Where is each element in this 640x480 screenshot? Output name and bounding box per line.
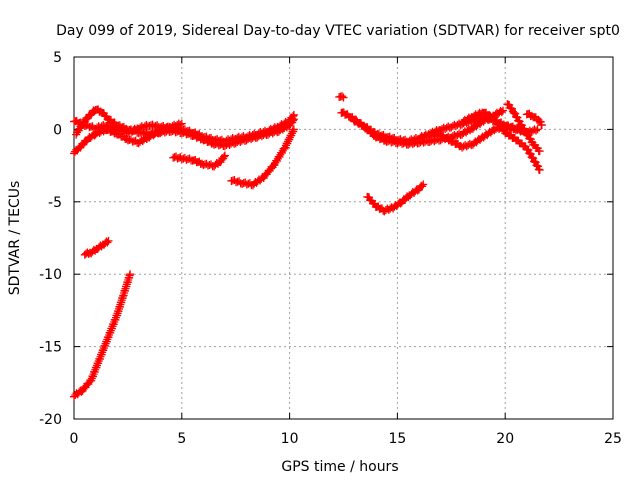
y-tick-label: -5 (48, 195, 62, 211)
plot-frame (73, 56, 614, 420)
data-point (338, 92, 347, 101)
data-point (104, 236, 113, 245)
y-tick-label: 5 (53, 50, 62, 66)
series-arc-6 (80, 236, 113, 259)
y-axis-label: SDTVAR / TECUs (7, 181, 23, 296)
data-point (497, 108, 506, 117)
chart-title: Day 099 of 2019, Sidereal Day-to-day VTE… (56, 23, 620, 39)
data-point (289, 116, 298, 125)
series-arc-7 (70, 270, 135, 401)
data-point (419, 180, 428, 189)
data-point (537, 121, 546, 130)
series-arc-11 (363, 180, 428, 216)
data-point (532, 126, 540, 135)
x-axis-label: GPS time / hours (281, 459, 398, 475)
data-point (177, 119, 186, 128)
y-tick-label: -20 (39, 412, 62, 428)
series-arc-14 (503, 100, 544, 156)
x-tick-label: 25 (604, 431, 622, 447)
data-point (176, 120, 185, 129)
y-tick-label: 0 (53, 122, 62, 138)
series-arc-5 (227, 125, 298, 190)
data-point (280, 144, 289, 153)
data-point (289, 115, 298, 124)
series-arc-8 (335, 92, 348, 102)
data-point (535, 147, 544, 156)
x-tick-label: 15 (388, 431, 406, 447)
data-point (499, 106, 508, 115)
y-tick-label: -10 (39, 267, 62, 283)
series-arc-4 (169, 151, 229, 171)
series-arc-3 (70, 119, 186, 158)
data-point (220, 151, 229, 160)
x-tick-label: 0 (70, 431, 79, 447)
data-point (103, 238, 112, 247)
data-point (533, 125, 542, 134)
data-point (289, 125, 298, 134)
x-tick-label: 20 (496, 431, 514, 447)
data-point (339, 93, 348, 102)
data-points (70, 92, 546, 401)
y-tick-label: -15 (39, 340, 62, 356)
series-arc-15 (522, 109, 546, 130)
x-tick-label: 5 (177, 431, 186, 447)
series-arc-13 (458, 108, 544, 174)
data-point (126, 270, 135, 279)
axis-ticks: 0 5 10 15 20 25 -20 -15 -10 -5 0 5 (39, 50, 622, 447)
data-point (535, 165, 544, 174)
data-point (418, 182, 427, 191)
x-tick-label: 10 (281, 431, 299, 447)
data-point (220, 152, 229, 161)
